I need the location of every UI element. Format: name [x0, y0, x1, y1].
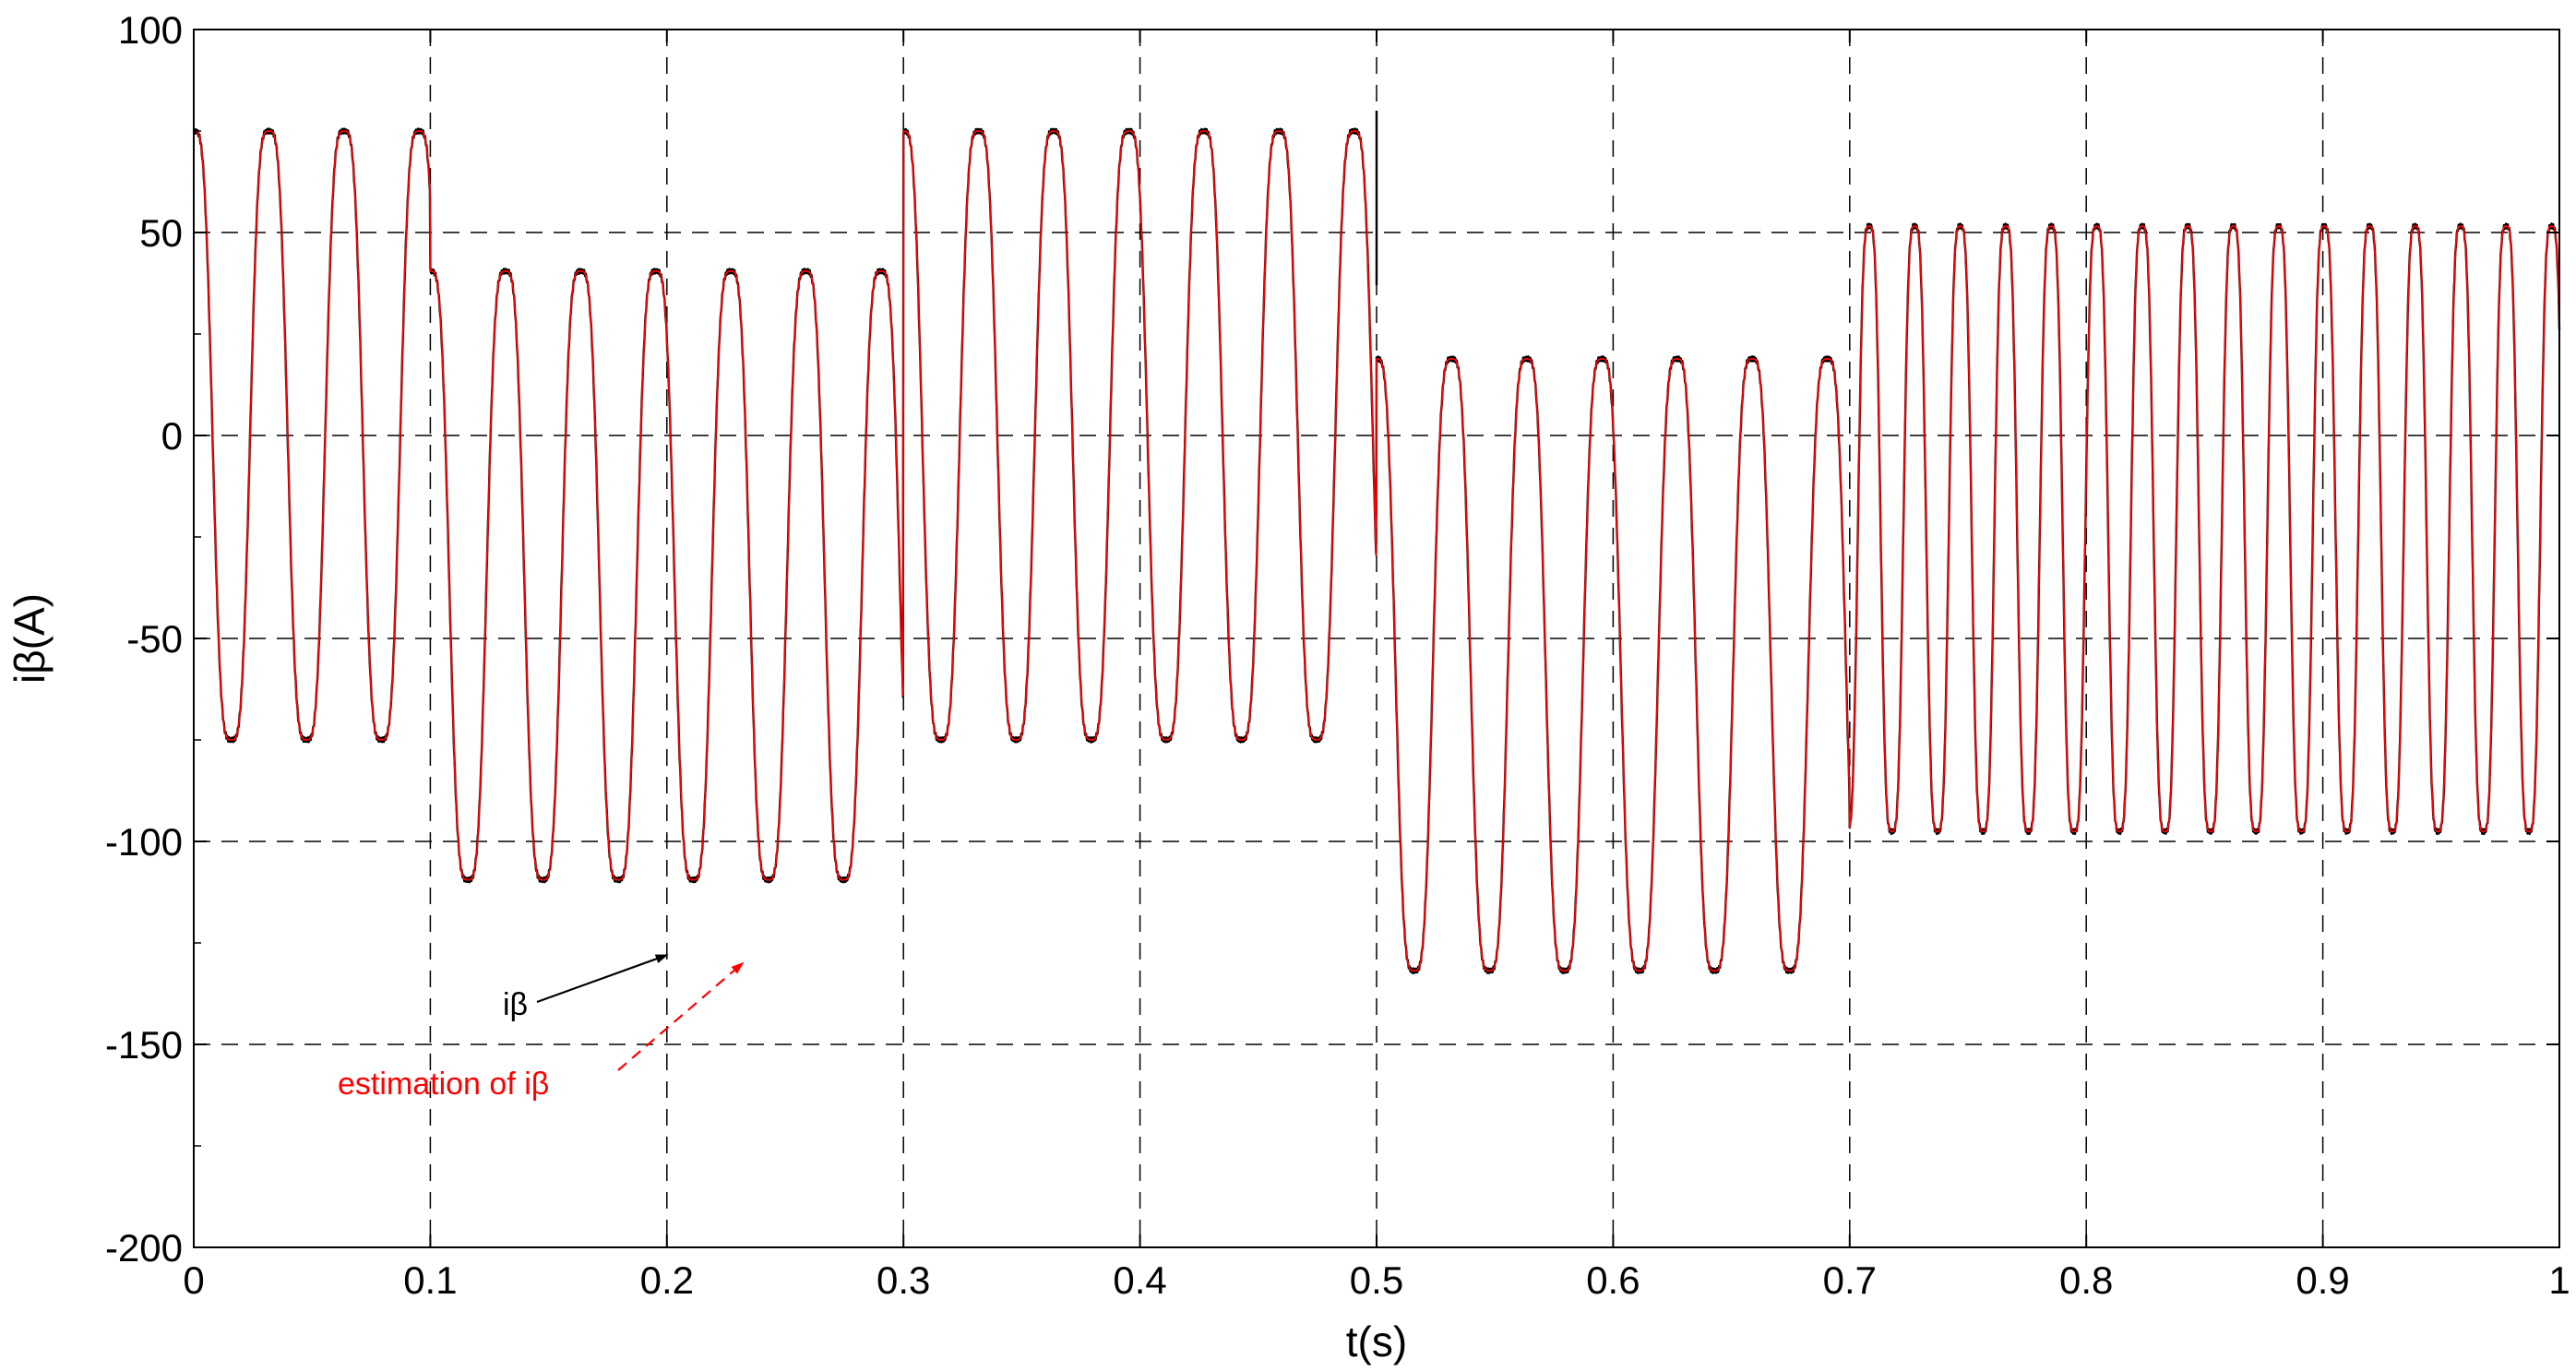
x-tick-label: 0.4	[1113, 1258, 1166, 1302]
y-tick-label: -100	[105, 820, 183, 864]
annotation-estimation: estimation of iβ	[338, 1067, 549, 1102]
x-axis-label: t(s)	[1346, 1317, 1407, 1365]
x-tick-label: 0.7	[1823, 1258, 1877, 1302]
y-tick-label: -50	[126, 617, 183, 661]
x-tick-label: 0.8	[2059, 1258, 2113, 1302]
x-tick-label: 0.1	[403, 1258, 457, 1302]
x-tick-label: 0.2	[640, 1258, 694, 1302]
x-tick-label: 0.3	[877, 1258, 930, 1302]
x-tick-label: 0.6	[1586, 1258, 1640, 1302]
annotations: iβ estimation of iβ	[338, 954, 745, 1102]
series-line-estimation	[193, 130, 2560, 972]
x-tick-label: 0	[183, 1258, 204, 1302]
series-layer	[192, 111, 2561, 974]
x-tick-label: 0.5	[1350, 1258, 1403, 1302]
y-axis-label: iβ(A)	[6, 593, 54, 684]
x-tick-label: 0.9	[2296, 1258, 2349, 1302]
annotation-ibeta-arrow	[536, 954, 669, 1004]
y-tick-label: -150	[105, 1023, 183, 1067]
y-axis: 100 50 0 -50 -100 -150 -200	[105, 8, 2559, 1270]
annotation-estimation-arrow	[617, 961, 745, 1071]
y-tick-label: 100	[118, 8, 183, 52]
y-tick-label: 50	[139, 211, 183, 255]
y-tick-label: 0	[161, 414, 183, 458]
annotation-ibeta: iβ	[503, 987, 528, 1022]
x-axis: 0 0.1 0.2 0.3 0.4 0.5 0.6 0.7 0.8 0.9 1	[183, 30, 2570, 1302]
y-tick-label: -200	[105, 1226, 183, 1270]
x-tick-label: 1	[2548, 1258, 2570, 1302]
